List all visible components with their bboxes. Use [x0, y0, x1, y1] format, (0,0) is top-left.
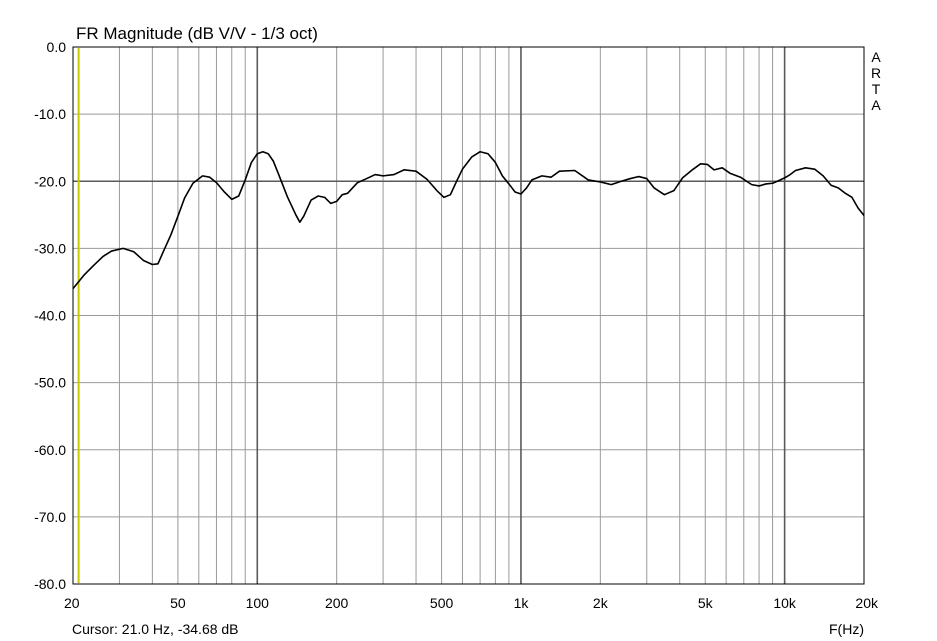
x-tick-label: 50	[170, 595, 186, 611]
cursor-readout: Cursor: 21.0 Hz, -34.68 dB	[72, 621, 239, 637]
y-tick-label: -60.0	[34, 442, 66, 458]
x-tick-label: 20	[64, 595, 80, 611]
major-gridlines	[256, 47, 786, 584]
x-tick-label: 1k	[514, 595, 530, 611]
x-tick-label: 20k	[855, 595, 879, 611]
y-tick-label: -20.0	[34, 173, 66, 189]
chart-title: FR Magnitude (dB V/V - 1/3 oct)	[76, 24, 318, 43]
y-tick-label: -10.0	[34, 106, 66, 122]
y-tick-label: -70.0	[34, 509, 66, 525]
plot-frame	[72, 46, 865, 585]
x-axis-label: F(Hz)	[829, 621, 864, 637]
series-line	[72, 150, 865, 290]
x-tick-label: 500	[430, 595, 454, 611]
brand-letter: A	[871, 97, 881, 113]
y-tick-label: -50.0	[34, 375, 66, 391]
y-tick-label: -40.0	[34, 308, 66, 324]
brand-letter: R	[871, 65, 881, 81]
y-tick-label: 0.0	[47, 39, 67, 55]
x-axis-tick-labels: 20 50 100 200 500 1k 2k 5k 10k 20k	[64, 595, 879, 611]
brand-letter: A	[871, 49, 881, 65]
y-tick-label: -30.0	[34, 240, 66, 256]
x-tick-label: 5k	[698, 595, 714, 611]
x-tick-label: 10k	[773, 595, 797, 611]
y-axis-tick-labels: 0.0 -10.0 -20.0 -30.0 -40.0 -50.0 -60.0 -70.0 -8…	[34, 39, 66, 592]
x-tick-label: 100	[246, 595, 270, 611]
minor-gridlines	[73, 47, 864, 584]
brand-letter: T	[872, 81, 881, 97]
x-tick-label: 200	[325, 595, 349, 611]
y-tick-label: -80.0	[34, 576, 66, 592]
x-tick-label: 2k	[593, 595, 609, 611]
